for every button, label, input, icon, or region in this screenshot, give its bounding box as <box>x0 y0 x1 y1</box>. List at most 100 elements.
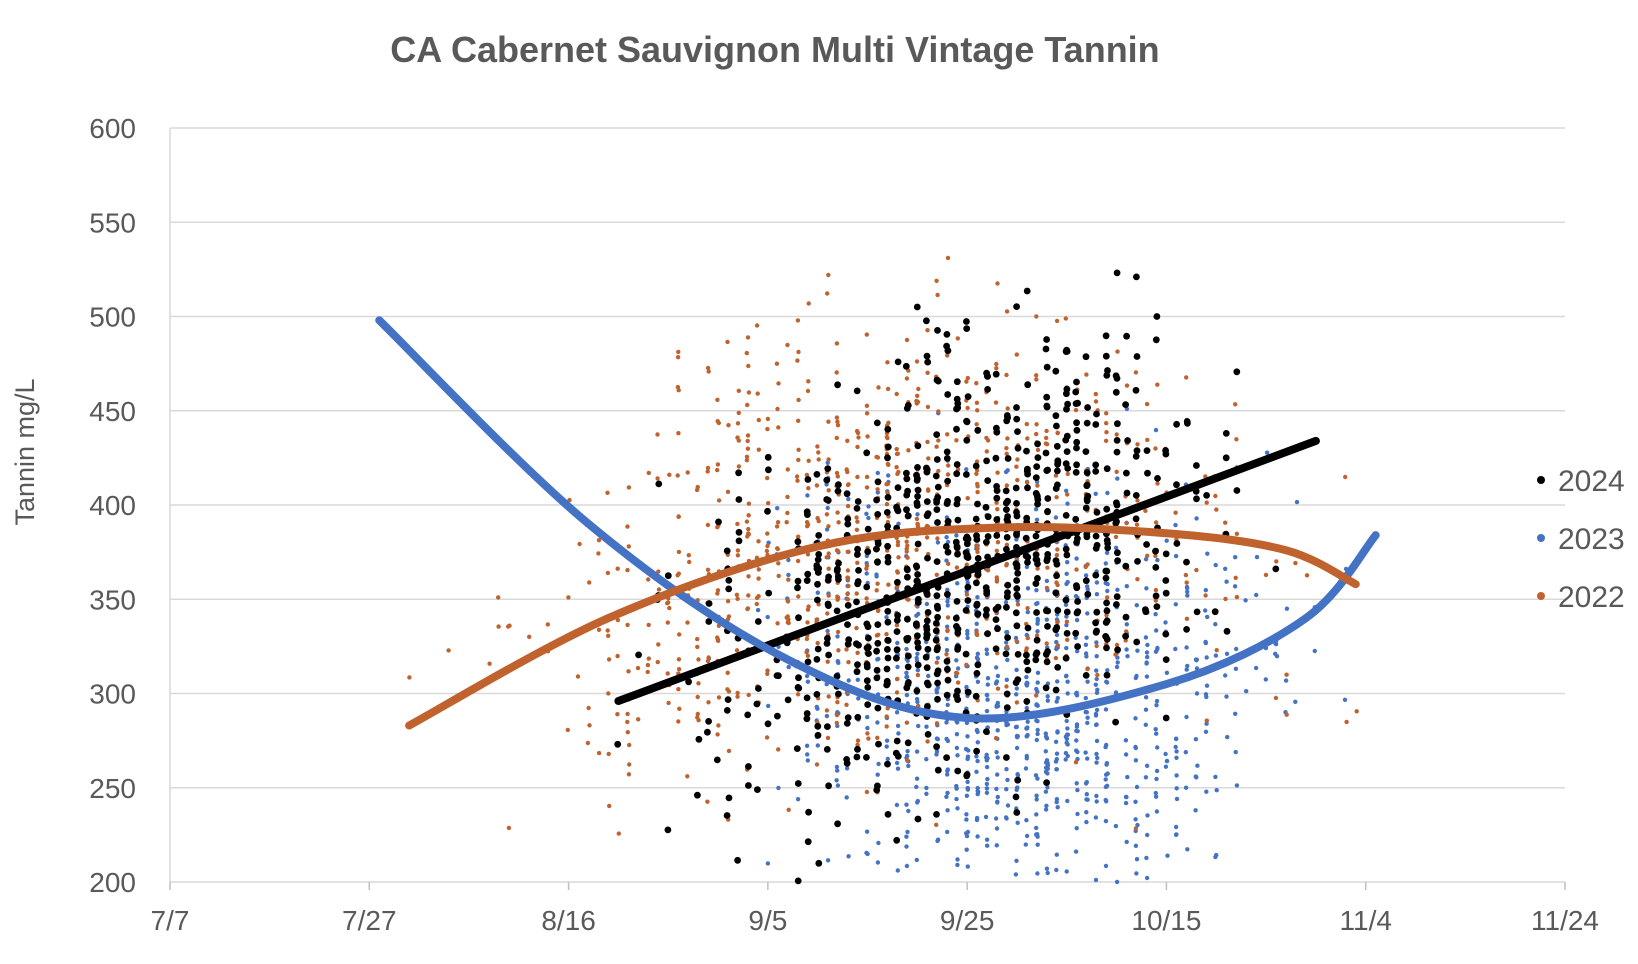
data-point-2024 <box>1092 571 1100 579</box>
data-point-2023 <box>1113 823 1119 829</box>
data-point-2022 <box>655 432 660 437</box>
data-point-2024 <box>1103 537 1111 544</box>
data-point-2022 <box>915 672 921 678</box>
data-point-2023 <box>915 699 920 705</box>
data-point-2022 <box>1094 643 1099 649</box>
data-point-2022 <box>1015 457 1020 462</box>
data-point-2022 <box>834 415 840 420</box>
data-point-2024 <box>1064 400 1071 408</box>
data-point-2022 <box>894 465 899 470</box>
data-point-2023 <box>1124 622 1130 627</box>
data-point-2023 <box>914 655 919 661</box>
data-point-2023 <box>1004 767 1009 772</box>
data-point-2023 <box>1123 800 1129 806</box>
data-point-2024 <box>1062 436 1070 444</box>
data-point-2024 <box>1032 651 1040 658</box>
data-point-2024 <box>1113 601 1120 608</box>
data-point-2022 <box>705 469 710 474</box>
data-point-2023 <box>1103 561 1109 566</box>
data-point-2022 <box>1054 495 1059 500</box>
data-point-2023 <box>945 702 950 708</box>
data-point-2024 <box>1043 363 1051 371</box>
data-point-2023 <box>1064 673 1069 678</box>
data-point-2023 <box>1135 822 1140 828</box>
data-point-2024 <box>823 640 831 647</box>
data-point-2023 <box>1094 654 1099 659</box>
data-point-2024 <box>704 728 711 736</box>
data-point-2022 <box>1005 406 1010 411</box>
data-point-2023 <box>1155 645 1160 651</box>
data-point-2023 <box>895 640 900 646</box>
data-point-2022 <box>795 358 800 363</box>
data-point-2023 <box>1094 707 1100 713</box>
data-point-2023 <box>766 703 771 709</box>
data-point-2023 <box>985 697 990 702</box>
data-point-2023 <box>945 603 950 608</box>
x-tick-label: 8/16 <box>541 905 596 936</box>
data-point-2024 <box>854 551 861 558</box>
data-point-2022 <box>925 439 930 445</box>
data-point-2023 <box>1312 648 1318 654</box>
data-point-2022 <box>1093 391 1099 397</box>
data-point-2022 <box>744 454 750 459</box>
data-point-2024 <box>1114 646 1121 654</box>
data-point-2023 <box>1103 777 1108 782</box>
data-point-2024 <box>962 650 970 658</box>
data-point-2024 <box>923 630 931 638</box>
data-point-2022 <box>695 711 700 717</box>
data-point-2022 <box>993 400 999 405</box>
data-point-2022 <box>1004 644 1010 649</box>
data-point-2024 <box>1114 549 1121 557</box>
data-point-2024 <box>1042 684 1050 692</box>
data-point-2023 <box>1203 608 1208 613</box>
data-point-2024 <box>1183 558 1190 566</box>
data-point-2024 <box>854 661 861 668</box>
data-point-2023 <box>1194 516 1199 521</box>
y-tick-label: 500 <box>89 302 136 333</box>
data-point-2023 <box>994 750 999 755</box>
data-point-2024 <box>892 749 900 757</box>
data-point-2022 <box>906 597 911 602</box>
data-point-2024 <box>1143 541 1150 548</box>
data-point-2024 <box>1092 532 1100 540</box>
data-point-2022 <box>834 341 840 346</box>
data-point-2023 <box>994 826 1000 831</box>
data-point-2023 <box>1054 751 1060 756</box>
data-point-2023 <box>935 540 941 545</box>
data-point-2022 <box>1273 695 1279 701</box>
data-point-2024 <box>1122 401 1129 408</box>
data-point-2022 <box>746 574 751 579</box>
data-point-2024 <box>1013 531 1020 539</box>
data-point-2022 <box>676 514 681 519</box>
data-point-2022 <box>934 822 939 827</box>
data-point-2024 <box>933 811 940 818</box>
data-point-2023 <box>1074 781 1079 786</box>
data-point-2023 <box>1054 867 1059 873</box>
data-point-2023 <box>1133 817 1138 822</box>
data-point-2022 <box>705 658 711 664</box>
data-point-2023 <box>1014 686 1019 691</box>
data-point-2024 <box>803 710 811 717</box>
data-point-2022 <box>1284 672 1289 677</box>
data-point-2022 <box>855 738 861 743</box>
data-point-2023 <box>1005 630 1010 635</box>
data-point-2022 <box>854 515 859 520</box>
data-point-2022 <box>1204 718 1210 723</box>
data-point-2022 <box>946 561 951 566</box>
data-point-2024 <box>1132 386 1140 394</box>
data-point-2023 <box>983 814 989 820</box>
data-point-2022 <box>566 595 571 600</box>
data-point-2024 <box>853 668 861 676</box>
data-point-2023 <box>1054 767 1060 772</box>
data-point-2022 <box>876 632 881 637</box>
data-point-2023 <box>974 621 979 626</box>
data-point-2024 <box>952 538 960 546</box>
legend-label-2024: 2024 <box>1558 465 1625 498</box>
data-point-2024 <box>904 739 912 747</box>
data-point-2022 <box>746 513 751 518</box>
data-point-2022 <box>895 542 901 548</box>
data-point-2022 <box>575 674 581 679</box>
data-point-2022 <box>596 750 602 756</box>
data-point-2024 <box>1134 558 1141 565</box>
data-point-2022 <box>914 359 920 364</box>
